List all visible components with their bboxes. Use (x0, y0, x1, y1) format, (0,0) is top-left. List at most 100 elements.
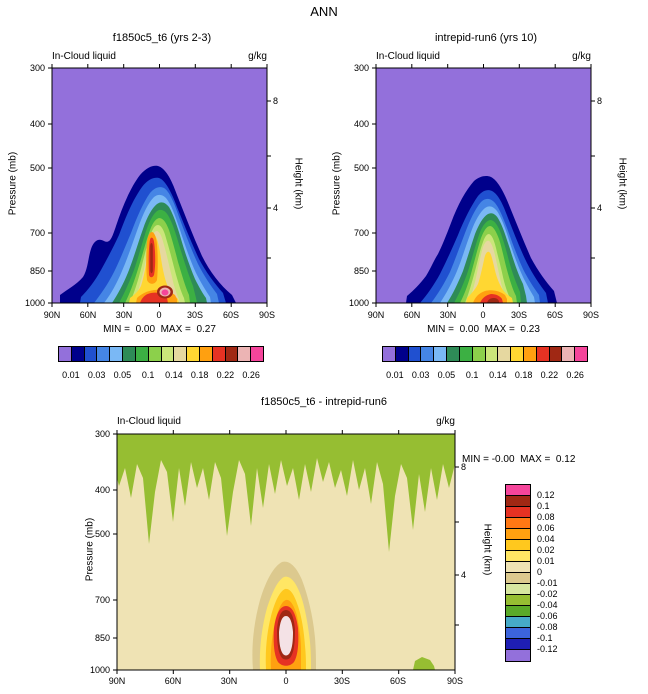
colorbar-cell (97, 347, 111, 361)
colorbar-cell (506, 595, 530, 606)
colorbar-label: 0.22 (540, 370, 559, 380)
colorbar-label: 0.1 (537, 501, 550, 511)
colorbar-label: -0.02 (537, 589, 558, 599)
colorbar-cell (459, 347, 473, 361)
colorbar-label: 0.26 (242, 370, 260, 380)
min-max-stats: MIN = -0.00 MAX = 0.12 (462, 454, 576, 465)
lat-tick-label: 90S (582, 310, 599, 320)
panel-title: f1850c5_t6 (yrs 2-3) (112, 32, 212, 44)
colorbar-label: 0.14 (489, 370, 507, 380)
difference-colorbar (505, 484, 531, 662)
height-tick-label: 8 (273, 96, 279, 106)
colorbar-label: 0.08 (537, 512, 555, 522)
colorbar-label: 0.1 (465, 370, 479, 380)
colorbar-label: 0.22 (216, 370, 235, 380)
colorbar-labels: 0.01 0.03 0.05 0.1 0.14 0.18 0.22 0.26 (382, 370, 588, 382)
colorbar-cell (498, 347, 512, 361)
lat-tick-label: 90S (258, 310, 275, 320)
colorbar-cell (447, 347, 460, 361)
colorbar-cell (212, 347, 226, 361)
colorbar-label: -0.08 (537, 622, 558, 632)
colorbar-cell (523, 347, 537, 361)
colorbar (382, 346, 588, 362)
panel-title: intrepid-run6 (yrs 10) (434, 32, 538, 44)
variable-label: In-Cloud liquid (52, 51, 116, 62)
colorbar-label: 0.12 (537, 490, 555, 500)
colorbar-cell (135, 347, 149, 361)
variable-label: In-Cloud liquid (376, 51, 440, 62)
colorbar-cell (549, 347, 563, 361)
colorbar-cell (408, 347, 422, 361)
colorbar-cell (562, 347, 576, 361)
colorbar-label: 0.02 (537, 545, 555, 555)
axis-ticks (48, 64, 271, 307)
lat-tick-label: 0 (480, 310, 486, 320)
colorbar-label: 0 (537, 567, 543, 577)
colorbar-cell (536, 347, 550, 361)
colorbar-cell (434, 347, 448, 361)
pressure-tick-label: 400 (29, 119, 45, 129)
colorbar-label: 0.18 (514, 370, 533, 380)
pressure-tick-label: 1000 (89, 665, 110, 675)
main-title: ANN (310, 4, 338, 19)
colorbar-cell (575, 347, 587, 361)
pressure-tick-label: 850 (94, 633, 110, 643)
pressure-tick-label: 1000 (24, 298, 45, 308)
colorbar-cell (421, 347, 435, 361)
colorbar-cell (148, 347, 162, 361)
lat-tick-label: 0 (156, 310, 162, 320)
contour-band (161, 289, 169, 296)
colorbar-label: 0.01 (537, 556, 555, 566)
height-tick-label: 4 (461, 570, 467, 580)
colorbar-cell (506, 496, 530, 507)
pressure-tick-label: 1000 (348, 298, 369, 308)
pressure-tick-label: 300 (353, 63, 369, 73)
axis-ticks (372, 64, 595, 307)
pressure-tick-label: 500 (353, 163, 369, 173)
pressure-tick-label: 700 (29, 228, 45, 238)
colorbar-cell (506, 584, 530, 595)
colorbar (58, 346, 264, 362)
pressure-tick-label: 400 (353, 119, 369, 129)
colorbar-label: 0.1 (141, 370, 155, 380)
colorbar-label: 0.05 (437, 370, 456, 380)
variable-label: In-Cloud liquid (117, 416, 181, 427)
colorbar-label: 0.04 (537, 534, 555, 544)
colorbar-cell (238, 347, 252, 361)
colorbar-label: 0.18 (190, 370, 209, 380)
axis-ticks (113, 430, 459, 674)
pressure-tick-label: 700 (353, 228, 369, 238)
colorbar-label: -0.06 (537, 611, 558, 621)
pressure-axis-label: Pressure (mb) (7, 151, 19, 216)
colorbar-cell (511, 347, 524, 361)
colorbar-label: 0.14 (165, 370, 183, 380)
pressure-tick-label: 400 (94, 485, 110, 495)
colorbar-cell (506, 540, 530, 551)
contour-field (52, 68, 267, 303)
contour-band (117, 434, 455, 552)
height-tick-label: 8 (597, 96, 603, 106)
colorbar-label: 0.26 (566, 370, 584, 380)
colorbar-cell (84, 347, 98, 361)
colorbar-label: -0.1 (537, 633, 553, 643)
height-axis-label: Height (km) (616, 157, 628, 210)
contour-plot-svg (372, 64, 595, 307)
lat-tick-label: 30N (115, 310, 133, 320)
colorbar-cell (472, 347, 486, 361)
lat-tick-label: 90N (367, 310, 385, 320)
lat-tick-label: 60N (79, 310, 97, 320)
colorbar-cell (506, 639, 530, 650)
colorbar-cell (506, 617, 530, 628)
colorbar-label: 0.01 (62, 370, 80, 380)
colorbar-cell (506, 529, 530, 540)
colorbar-cell (59, 347, 72, 361)
pressure-tick-label: 850 (353, 266, 369, 276)
colorbar-cell (161, 347, 175, 361)
units-label: g/kg (436, 416, 455, 427)
colorbar-label: -0.01 (537, 578, 558, 588)
lat-tick-label: 90N (108, 676, 126, 686)
colorbar-cell (506, 518, 530, 529)
colorbar-cell (506, 485, 530, 496)
height-axis-label: Height (km) (481, 523, 493, 576)
lat-tick-label: 60N (403, 310, 421, 320)
